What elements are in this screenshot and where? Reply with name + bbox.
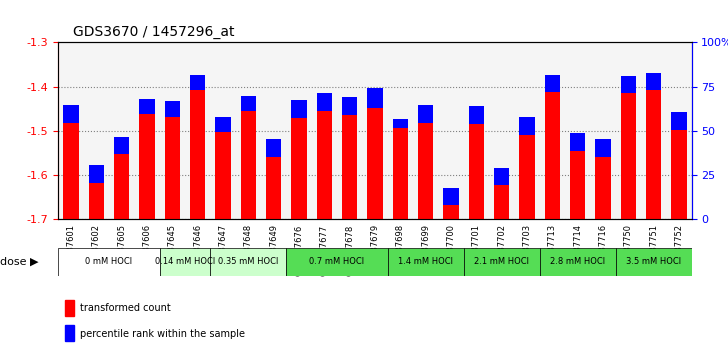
Bar bbox=[514, 42, 539, 219]
Bar bbox=[261, 42, 286, 219]
Bar bbox=[185, 42, 210, 219]
FancyBboxPatch shape bbox=[387, 248, 464, 276]
Bar bbox=[646, 73, 661, 90]
Bar bbox=[368, 108, 382, 219]
Bar bbox=[519, 135, 534, 219]
FancyBboxPatch shape bbox=[159, 248, 210, 276]
Bar bbox=[418, 105, 433, 122]
FancyBboxPatch shape bbox=[58, 248, 159, 276]
FancyBboxPatch shape bbox=[210, 248, 286, 276]
Bar bbox=[570, 133, 585, 151]
Bar bbox=[89, 183, 104, 219]
FancyBboxPatch shape bbox=[539, 248, 616, 276]
Bar bbox=[109, 42, 134, 219]
Text: percentile rank within the sample: percentile rank within the sample bbox=[80, 329, 245, 339]
Bar bbox=[114, 137, 129, 154]
Bar bbox=[312, 42, 337, 219]
Bar bbox=[443, 188, 459, 205]
Text: dose ▶: dose ▶ bbox=[0, 257, 39, 267]
Bar bbox=[58, 42, 84, 219]
Bar bbox=[646, 90, 661, 219]
Bar bbox=[641, 42, 666, 219]
Bar bbox=[418, 122, 433, 219]
Text: 3.5 mM HOCl: 3.5 mM HOCl bbox=[626, 257, 681, 267]
Bar bbox=[266, 157, 281, 219]
Text: GDS3670 / 1457296_at: GDS3670 / 1457296_at bbox=[73, 25, 234, 39]
Bar bbox=[469, 124, 484, 219]
Bar bbox=[368, 88, 382, 108]
FancyBboxPatch shape bbox=[286, 248, 387, 276]
Bar bbox=[139, 114, 154, 219]
Bar bbox=[387, 42, 413, 219]
FancyBboxPatch shape bbox=[464, 248, 539, 276]
Text: 2.8 mM HOCl: 2.8 mM HOCl bbox=[550, 257, 605, 267]
Bar bbox=[241, 111, 256, 219]
Bar bbox=[190, 90, 205, 219]
Bar bbox=[443, 205, 459, 219]
Bar bbox=[590, 42, 616, 219]
Bar bbox=[616, 42, 641, 219]
FancyBboxPatch shape bbox=[616, 248, 692, 276]
Bar bbox=[621, 76, 636, 93]
Bar bbox=[596, 139, 611, 157]
Text: transformed count: transformed count bbox=[80, 303, 171, 313]
Bar bbox=[596, 157, 611, 219]
Bar bbox=[134, 42, 159, 219]
Bar bbox=[165, 101, 180, 117]
Bar bbox=[392, 128, 408, 219]
Bar bbox=[469, 106, 484, 124]
Text: 2.1 mM HOCl: 2.1 mM HOCl bbox=[474, 257, 529, 267]
Bar bbox=[545, 75, 560, 92]
Bar bbox=[539, 42, 565, 219]
Bar bbox=[89, 165, 104, 183]
Bar bbox=[215, 132, 231, 219]
Bar bbox=[84, 42, 109, 219]
Bar bbox=[236, 42, 261, 219]
Bar bbox=[438, 42, 464, 219]
Bar bbox=[671, 130, 687, 219]
Bar bbox=[621, 93, 636, 219]
Bar bbox=[139, 99, 154, 114]
Bar bbox=[190, 75, 205, 90]
Bar bbox=[545, 92, 560, 219]
Bar bbox=[215, 117, 231, 132]
Bar bbox=[317, 93, 332, 111]
Bar bbox=[413, 42, 438, 219]
Bar bbox=[317, 111, 332, 219]
Bar bbox=[565, 42, 590, 219]
Bar bbox=[63, 122, 79, 219]
Text: 0 mM HOCl: 0 mM HOCl bbox=[85, 257, 132, 267]
Bar bbox=[494, 185, 509, 219]
Bar bbox=[65, 300, 74, 316]
Bar bbox=[165, 117, 180, 219]
Bar bbox=[114, 154, 129, 219]
Bar bbox=[671, 112, 687, 130]
Bar bbox=[291, 118, 306, 219]
Text: 0.35 mM HOCl: 0.35 mM HOCl bbox=[218, 257, 278, 267]
Bar bbox=[286, 42, 312, 219]
Bar bbox=[63, 105, 79, 122]
Bar bbox=[570, 151, 585, 219]
Bar bbox=[489, 42, 514, 219]
Bar bbox=[519, 117, 534, 135]
Text: 1.4 mM HOCl: 1.4 mM HOCl bbox=[398, 257, 453, 267]
Bar bbox=[266, 139, 281, 157]
Bar bbox=[65, 325, 74, 341]
Bar bbox=[666, 42, 692, 219]
Bar bbox=[210, 42, 236, 219]
Bar bbox=[363, 42, 387, 219]
Text: 0.14 mM HOCl: 0.14 mM HOCl bbox=[155, 257, 215, 267]
Bar bbox=[494, 168, 509, 185]
Bar bbox=[159, 42, 185, 219]
Bar bbox=[342, 97, 357, 115]
Text: 0.7 mM HOCl: 0.7 mM HOCl bbox=[309, 257, 365, 267]
Bar bbox=[291, 100, 306, 118]
Bar bbox=[337, 42, 363, 219]
Bar bbox=[342, 115, 357, 219]
Bar bbox=[464, 42, 489, 219]
Bar bbox=[241, 96, 256, 111]
Bar bbox=[392, 120, 408, 128]
